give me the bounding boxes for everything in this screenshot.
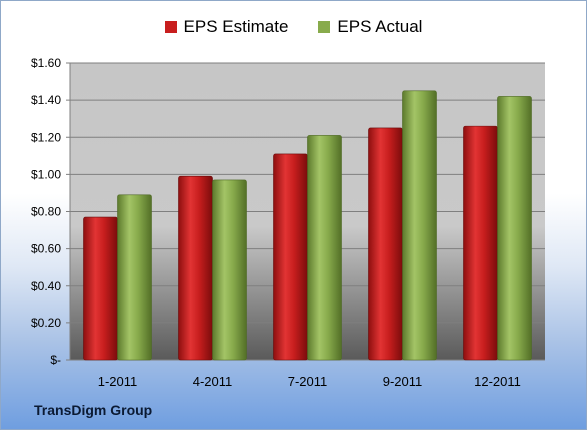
legend-swatch-actual (318, 21, 331, 33)
bar-eps-actual (212, 179, 247, 361)
bar-eps-actual (307, 135, 342, 361)
y-tick-label: $0.60 (31, 242, 61, 256)
y-tick-label: $0.80 (31, 205, 61, 219)
y-tick-label: $1.00 (31, 167, 61, 181)
x-tick-label: 9-2011 (383, 374, 423, 389)
y-tick-label: $1.20 (31, 130, 61, 144)
x-tick-label: 7-2011 (288, 374, 328, 389)
legend-swatch-estimate (164, 21, 177, 33)
company-name: TransDigm Group (34, 402, 153, 418)
legend-label-actual: EPS Actual (337, 17, 423, 36)
x-tick-label: 12-2011 (474, 374, 521, 389)
bar-eps-actual (402, 90, 437, 361)
bar-eps-estimate (368, 127, 403, 361)
y-tick-label: $- (50, 353, 61, 367)
legend: EPS Estimate EPS Actual (1, 17, 586, 37)
bar-eps-estimate (178, 175, 213, 361)
legend-item-actual: EPS Actual (318, 17, 422, 37)
bar-eps-estimate (83, 216, 118, 361)
y-tick-label: $1.40 (31, 93, 61, 107)
legend-label-estimate: EPS Estimate (183, 17, 289, 36)
x-tick-label: 1-2011 (98, 374, 138, 389)
bar-eps-actual (117, 194, 152, 361)
y-tick-label: $1.60 (31, 56, 61, 70)
y-tick-label: $0.40 (31, 279, 61, 293)
x-tick-label: 4-2011 (193, 374, 233, 389)
bar-eps-estimate (463, 125, 498, 361)
legend-item-estimate: EPS Estimate (164, 17, 289, 37)
bar-eps-estimate (273, 153, 308, 361)
bar-eps-actual (497, 96, 532, 361)
y-tick-label: $0.20 (31, 316, 61, 330)
